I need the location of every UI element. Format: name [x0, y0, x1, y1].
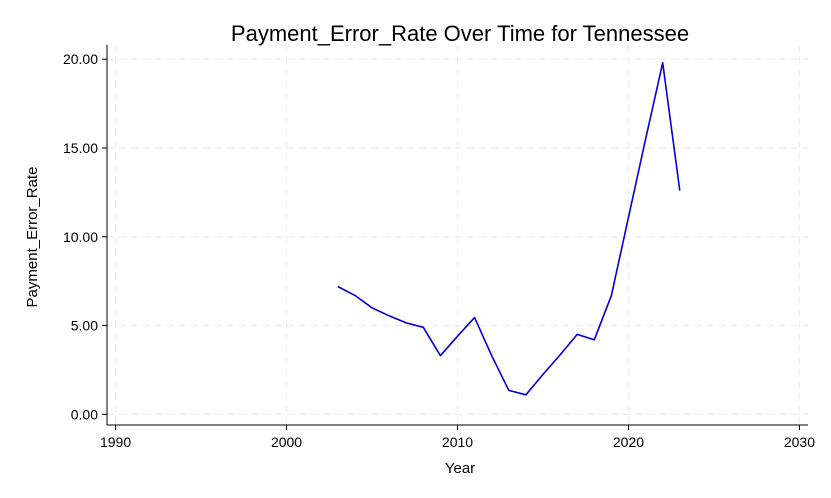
- x-axis-label: Year: [445, 460, 475, 477]
- y-tick-label: 5.00: [71, 318, 98, 334]
- grid-lines: [107, 45, 808, 425]
- x-tick-label: 2020: [613, 434, 644, 450]
- x-tick-label: 2010: [442, 434, 473, 450]
- y-tick-label: 0.00: [71, 406, 98, 422]
- chart-title: Payment_Error_Rate Over Time for Tenness…: [231, 21, 689, 46]
- axes: [106, 45, 808, 426]
- series-group: [337, 61, 681, 396]
- series-line: [337, 61, 681, 396]
- y-axis-label: Payment_Error_Rate: [24, 167, 41, 308]
- x-tick-label: 2030: [784, 434, 815, 450]
- y-tick-label: 10.00: [63, 229, 98, 245]
- y-tick-label: 20.00: [63, 51, 98, 67]
- x-tick-label: 1990: [100, 434, 131, 450]
- axis-ticks: 1990 2000 2010 2020 2030 0.00 5.00 10.00 15.00 20…: [63, 51, 815, 450]
- y-tick-label: 15.00: [63, 140, 98, 156]
- x-tick-label: 2000: [271, 434, 302, 450]
